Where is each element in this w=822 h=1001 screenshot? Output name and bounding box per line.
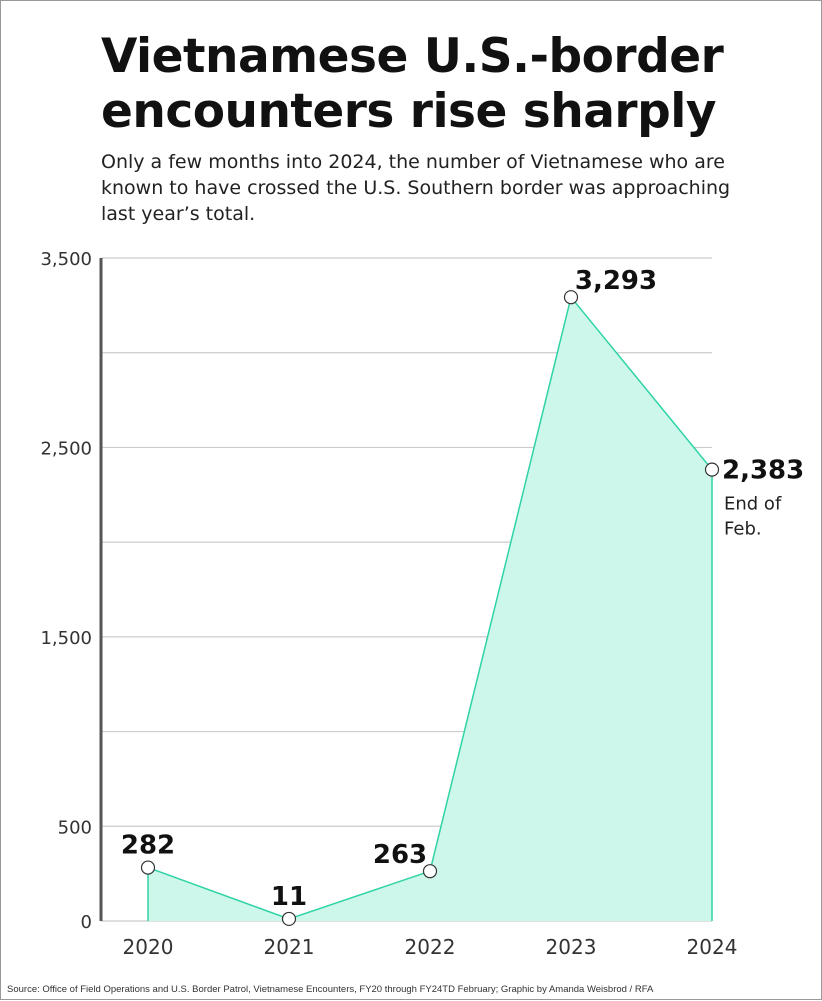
source-note: Source: Office of Field Operations and U… (7, 984, 654, 995)
annotation-text: End of (724, 494, 782, 515)
data-label: 2,383 (722, 456, 804, 486)
data-point-marker (704, 462, 720, 477)
y-tick-label: 0 (81, 912, 92, 933)
data-point-marker (563, 290, 579, 305)
x-tick-label: 2023 (546, 935, 597, 959)
annotation-text: Feb. (724, 519, 762, 540)
data-point-marker (422, 864, 438, 879)
y-tick-label: 2,500 (40, 438, 92, 459)
area-fill (148, 297, 712, 922)
x-tick-label: 2022 (405, 935, 456, 959)
data-label: 3,293 (575, 266, 657, 296)
data-label: 263 (373, 840, 427, 870)
data-label: 11 (271, 882, 307, 912)
chart-title: Vietnamese U.S.-border encounters rise s… (101, 29, 724, 139)
x-tick-label: 2020 (123, 935, 174, 959)
data-point-marker (281, 911, 297, 927)
y-tick-label: 3,500 (40, 249, 92, 270)
x-tick-label: 2024 (687, 935, 738, 959)
y-tick-label: 500 (58, 817, 92, 838)
chart-subtitle: Only a few months into 2024, the number … (101, 151, 731, 225)
x-tick-label: 2021 (264, 935, 315, 959)
data-point-marker (140, 860, 156, 875)
data-label: 282 (121, 831, 175, 861)
y-tick-label: 1,500 (40, 628, 92, 649)
